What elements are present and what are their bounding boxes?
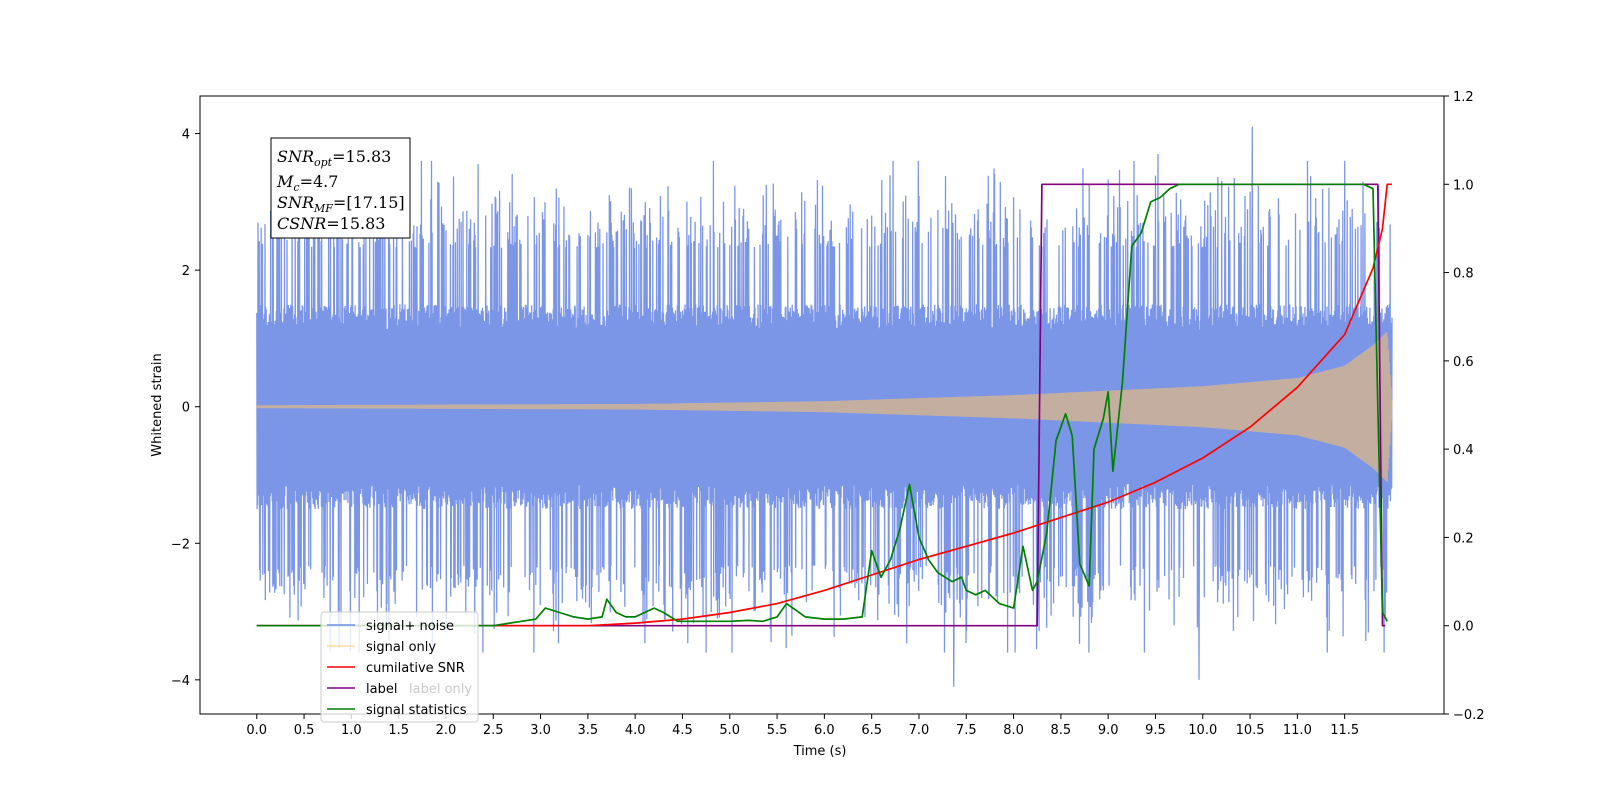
- x-tick-label: 2.0: [436, 723, 457, 738]
- x-tick-label: 2.5: [483, 723, 504, 738]
- svg-text:label: label: [366, 682, 397, 697]
- x-tick-label: 6.5: [861, 723, 882, 738]
- x-tick-label: 0.5: [294, 723, 315, 738]
- svg-text:signal statistics: signal statistics: [366, 703, 467, 718]
- x-tick-label: 0.0: [246, 723, 267, 738]
- x-tick-label: 4.5: [672, 723, 693, 738]
- annotation-box: SNRopt=15.83 Mc=4.7 SNRMF=[17.15] CSNR=1…: [270, 137, 411, 239]
- svg-text:signal only: signal only: [366, 640, 436, 655]
- y2-tick-label: 0.6: [1453, 355, 1474, 370]
- svg-text:cumilative SNR: cumilative SNR: [366, 661, 465, 676]
- y-tick-label: 4: [182, 128, 190, 143]
- y2-tick-label: 1.0: [1453, 178, 1474, 193]
- plot-area: [256, 126, 1393, 687]
- x-tick-label: 1.5: [388, 723, 409, 738]
- axes-frame: [199, 95, 1445, 715]
- x-tick-label: 11.5: [1330, 723, 1359, 738]
- y-tick-label: 0: [182, 401, 190, 416]
- y-axis-left: −4 −2 0 2 4: [171, 128, 200, 689]
- csnr-annotation: CSNR=15.83: [277, 214, 385, 233]
- x-tick-label: 3.5: [578, 723, 599, 738]
- x-tick-label: 6.0: [814, 723, 835, 738]
- x-tick-label: 11.0: [1283, 723, 1312, 738]
- legend-item-signal-statistics: signal statistics: [327, 703, 467, 718]
- x-tick-label: 7.5: [956, 723, 977, 738]
- y2-tick-label: 0.4: [1453, 443, 1474, 458]
- x-tick-label: 4.0: [625, 723, 646, 738]
- legend-item-cumilative-snr: cumilative SNR: [327, 661, 465, 676]
- x-tick-label: 5.5: [767, 723, 788, 738]
- mc-annotation: Mc=4.7: [276, 172, 338, 194]
- x-axis: 0.0 0.5 1.0 1.5 2.0 2.5 3.0 3.5 4.0 4.5 5.0 5.5 6.0 6…: [246, 714, 1359, 738]
- x-tick-label: 7.0: [909, 723, 930, 738]
- x-tick-label: 1.0: [341, 723, 362, 738]
- legend-item-label: label only label: [327, 682, 472, 697]
- legend: signal+ noise signal only cumilative SNR…: [320, 611, 479, 723]
- x-tick-label: 8.0: [1003, 723, 1024, 738]
- legend-label-only-text: label only: [409, 682, 472, 697]
- y-axis-right: −0.2 0.0 0.2 0.4 0.6 0.8 1.0 1.2: [1444, 90, 1485, 723]
- legend-box: [320, 611, 479, 723]
- y-tick-label: −2: [171, 537, 190, 552]
- snr-mf-annotation: SNRMF=[17.15]: [277, 193, 405, 215]
- y2-tick-label: 0.2: [1453, 531, 1474, 546]
- snr-opt-annotation: SNRopt=15.83: [277, 147, 391, 169]
- x-tick-label: 9.5: [1145, 723, 1166, 738]
- y-tick-label: 2: [182, 264, 190, 279]
- x-tick-label: 9.0: [1098, 723, 1119, 738]
- x-tick-label: 10.0: [1188, 723, 1217, 738]
- legend-item-signal-only: signal only: [327, 640, 436, 655]
- y2-tick-label: 1.2: [1453, 90, 1474, 105]
- series-signal-only-line: [256, 332, 1393, 482]
- series-signal-noise-line: [256, 126, 1393, 687]
- series-cumilative-snr-line: [256, 183, 1392, 627]
- svg-text:signal+ noise: signal+ noise: [366, 619, 454, 634]
- y-axis-label: Whitened strain: [150, 353, 165, 456]
- series-signal-statistics-line: [256, 183, 1388, 627]
- y2-tick-label: −0.2: [1453, 708, 1485, 723]
- y-tick-label: −4: [171, 674, 190, 689]
- x-axis-label: Time (s): [793, 744, 847, 759]
- x-tick-label: 10.5: [1236, 723, 1265, 738]
- y2-tick-label: 0.8: [1453, 267, 1474, 282]
- legend-item-signal-noise: signal+ noise: [327, 619, 454, 634]
- x-tick-label: 8.5: [1051, 723, 1072, 738]
- x-tick-label: 3.0: [530, 723, 551, 738]
- y2-tick-label: 0.0: [1453, 620, 1474, 635]
- x-tick-label: 5.0: [719, 723, 740, 738]
